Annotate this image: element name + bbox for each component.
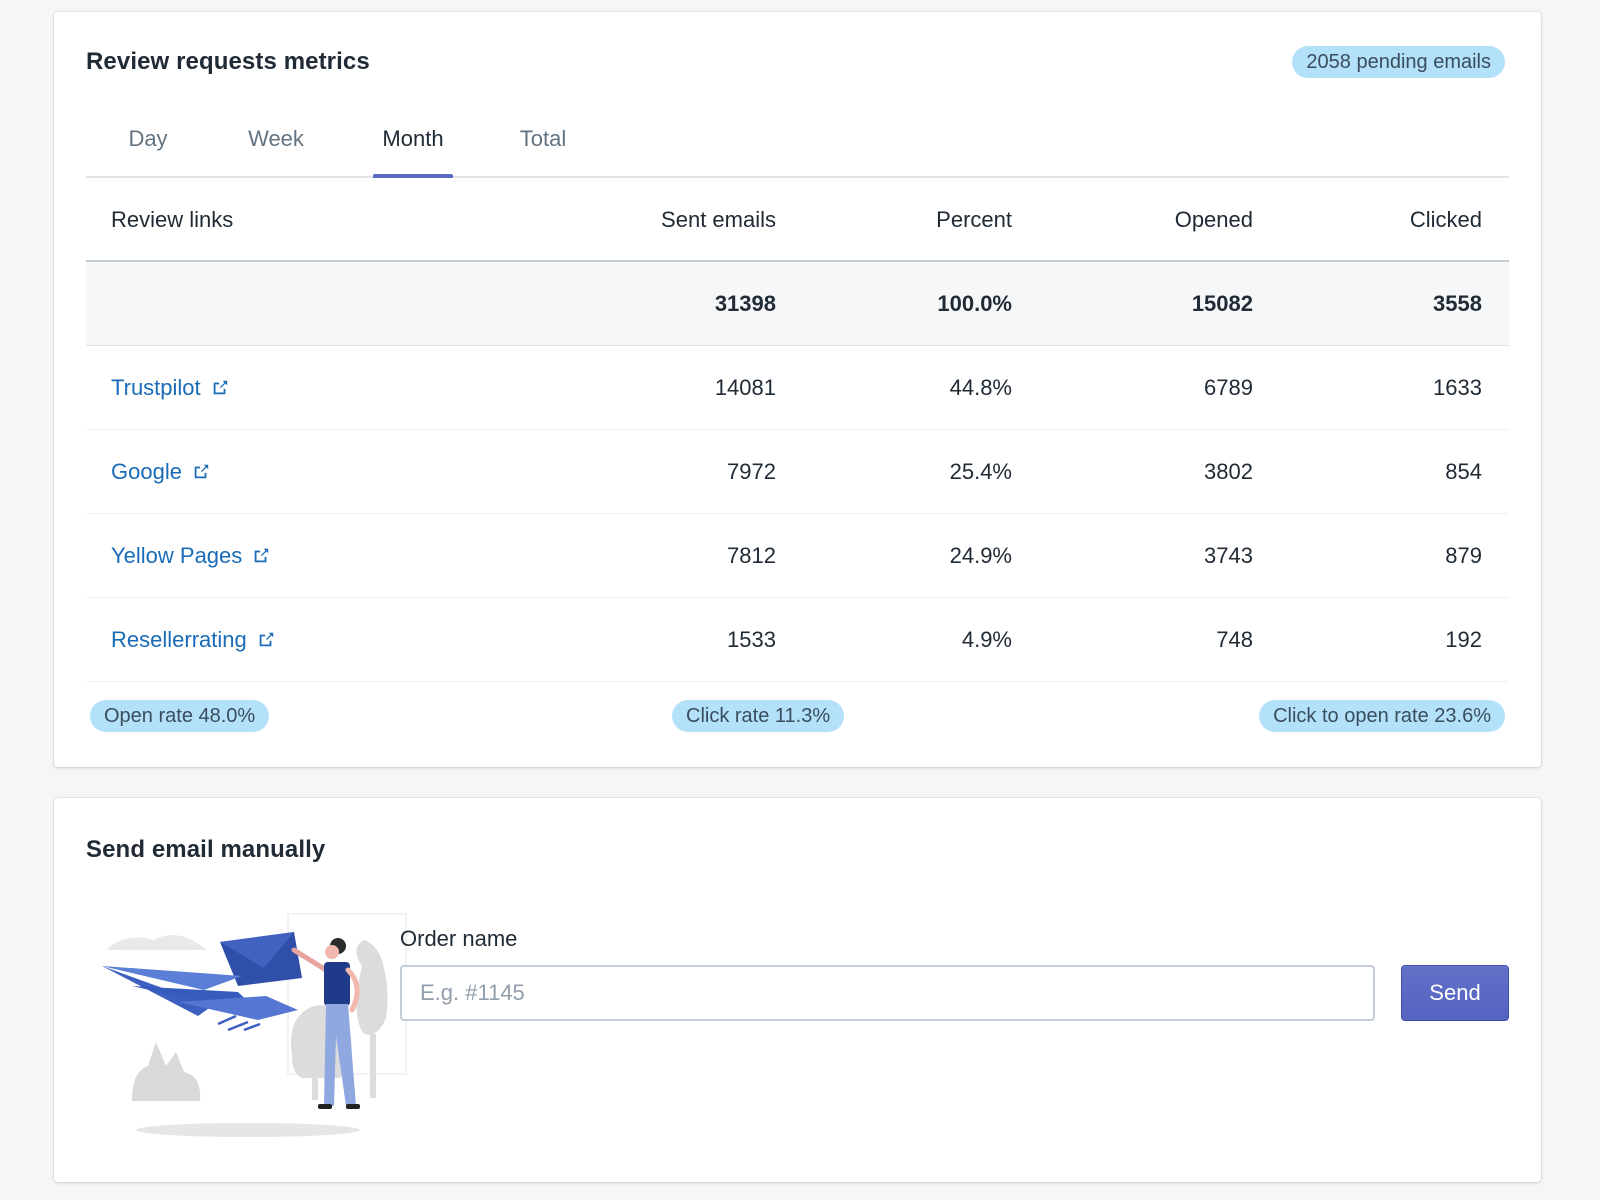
clicked: 1633: [1433, 374, 1482, 400]
table-row: Yellow Pages 7812 24.9% 3743 879: [86, 514, 1509, 598]
percent: 44.8%: [949, 374, 1012, 400]
send-button[interactable]: Send: [1401, 965, 1509, 1021]
column-header-percent: Percent: [936, 207, 1012, 232]
sent-emails: 7972: [727, 458, 776, 484]
tab-total[interactable]: Total: [519, 126, 567, 151]
column-header-review-links: Review links: [111, 207, 234, 232]
review-link-trustpilot[interactable]: Trustpilot: [111, 375, 229, 401]
send-email-title: Send email manually: [86, 836, 326, 863]
metrics-title: Review requests metrics: [86, 48, 370, 75]
tab-day[interactable]: Day: [128, 126, 168, 151]
table-header-row: Review links Sent emails Percent Opened …: [86, 180, 1509, 262]
total-opened: 15082: [1191, 290, 1253, 316]
tab-month[interactable]: Month: [373, 110, 453, 178]
opened: 748: [1216, 626, 1253, 652]
metrics-table: Review links Sent emails Percent Opened …: [86, 180, 1509, 682]
opened: 3802: [1204, 458, 1253, 484]
open-rate-badge: Open rate 48.0%: [90, 700, 270, 732]
column-header-sent-emails: Sent emails: [661, 207, 776, 232]
percent: 25.4%: [949, 458, 1012, 484]
sent-emails: 7812: [727, 542, 776, 568]
total-percent: 100.0%: [937, 290, 1012, 316]
sent-emails: 14081: [714, 374, 776, 400]
review-metrics-card: Review requests metrics 2058 pending ema…: [54, 12, 1541, 767]
column-header-opened: Opened: [1174, 207, 1253, 232]
percent: 24.9%: [949, 542, 1012, 568]
table-totals-row: 31398 100.0% 15082 3558: [86, 262, 1509, 346]
link-label: Resellerrating: [111, 626, 247, 652]
order-name-input[interactable]: [400, 965, 1375, 1021]
review-link-yellow-pages[interactable]: Yellow Pages: [111, 543, 270, 569]
clicked: 854: [1445, 458, 1482, 484]
link-label: Yellow Pages: [111, 542, 243, 568]
sent-emails: 1533: [727, 626, 776, 652]
external-link-icon: [194, 464, 209, 478]
order-name-label: Order name: [400, 926, 518, 951]
total-clicked: 3558: [1433, 290, 1482, 316]
review-link-google[interactable]: Google: [111, 459, 210, 485]
click-rate-badge: Click rate 11.3%: [672, 700, 845, 732]
tab-week[interactable]: Week: [248, 126, 304, 151]
review-link-resellerrating[interactable]: Resellerrating: [111, 627, 275, 653]
period-tabs: Day Week Month Total: [86, 110, 1509, 178]
column-header-clicked: Clicked: [1409, 207, 1482, 232]
opened: 6789: [1204, 374, 1253, 400]
table-row: Resellerrating 1533 4.9% 748 192: [86, 598, 1509, 682]
link-label: Google: [111, 458, 182, 484]
opened: 3743: [1204, 542, 1253, 568]
person-sending-paper-plane-illustration: [102, 913, 407, 1137]
link-label: Trustpilot: [111, 374, 201, 400]
clicked: 192: [1445, 626, 1482, 652]
send-email-card: Send email manually Order name Send: [54, 798, 1541, 1182]
pending-emails-badge: 2058 pending emails: [1292, 46, 1505, 78]
click-to-open-rate-badge: Click to open rate 23.6%: [1259, 700, 1505, 732]
percent: 4.9%: [961, 626, 1012, 652]
external-link-icon: [259, 632, 273, 646]
table-row: Google 7972 25.4% 3802 854: [86, 430, 1509, 514]
external-link-icon: [254, 548, 269, 562]
external-link-icon: [213, 380, 227, 394]
clicked: 879: [1445, 542, 1482, 568]
total-sent: 31398: [714, 290, 776, 316]
table-row: Trustpilot 14081 44.8% 6789 1633: [86, 346, 1509, 430]
